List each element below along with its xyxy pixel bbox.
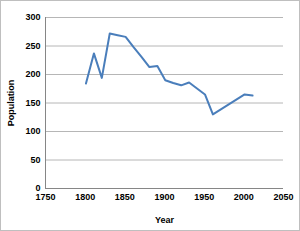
svg-text:1750: 1750: [35, 192, 55, 202]
svg-text:1850: 1850: [115, 192, 135, 202]
svg-text:200: 200: [25, 69, 40, 79]
svg-text:250: 250: [25, 41, 40, 51]
svg-text:150: 150: [25, 98, 40, 108]
svg-text:300: 300: [25, 12, 40, 22]
svg-text:2000: 2000: [234, 192, 254, 202]
svg-text:Year: Year: [155, 215, 175, 225]
svg-text:0: 0: [35, 183, 41, 194]
svg-text:1900: 1900: [154, 192, 174, 202]
svg-text:100: 100: [25, 126, 40, 136]
svg-text:2050: 2050: [273, 192, 293, 202]
svg-text:1950: 1950: [194, 192, 214, 202]
svg-text:50: 50: [30, 155, 40, 165]
svg-text:Population: Population: [6, 80, 16, 127]
svg-text:1800: 1800: [75, 192, 95, 202]
